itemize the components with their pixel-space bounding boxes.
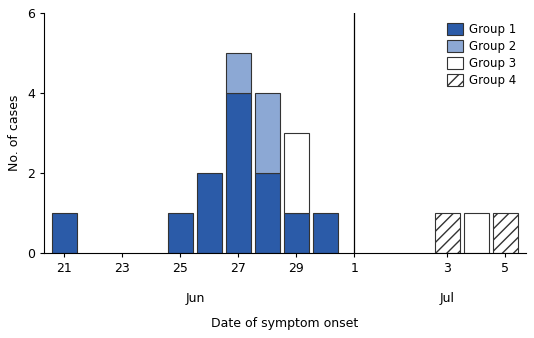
Bar [435, 213, 460, 253]
Bar [226, 93, 250, 253]
Y-axis label: No. of cases: No. of cases [9, 95, 21, 171]
Bar [197, 173, 222, 253]
Text: Jun: Jun [185, 292, 205, 305]
Text: Jul: Jul [440, 292, 455, 305]
Legend: Group 1, Group 2, Group 3, Group 4: Group 1, Group 2, Group 3, Group 4 [443, 19, 520, 91]
X-axis label: Date of symptom onset: Date of symptom onset [211, 317, 358, 330]
Bar [52, 213, 76, 253]
Bar [284, 213, 309, 253]
Bar [284, 133, 309, 213]
Bar [226, 53, 250, 93]
Bar [313, 213, 338, 253]
Bar [255, 173, 280, 253]
Bar [464, 213, 489, 253]
Bar [255, 93, 280, 173]
Bar [168, 213, 193, 253]
Bar [493, 213, 517, 253]
